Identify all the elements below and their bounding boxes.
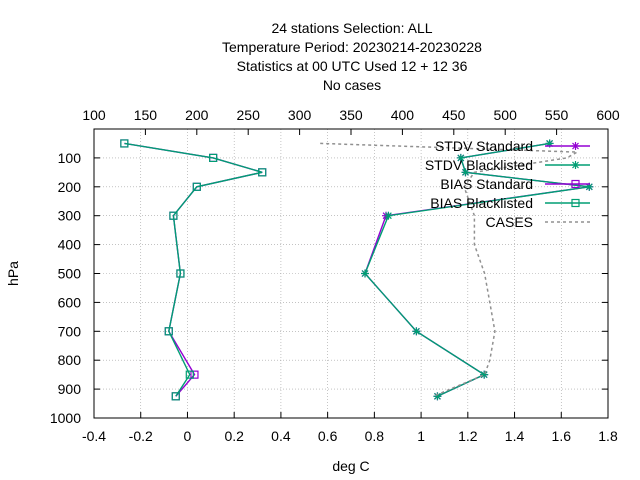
- y-tick-label: 1000: [50, 410, 81, 426]
- star-stroke: [384, 212, 392, 220]
- series-cases: [320, 142, 580, 397]
- y-tick-label: 200: [58, 179, 82, 195]
- y-tick-label: 800: [58, 352, 82, 368]
- title-line: Temperature Period: 20230214-20230228: [222, 39, 482, 55]
- star-stroke: [572, 142, 579, 150]
- data-point-square: [185, 370, 194, 379]
- legend-label: CASES: [486, 214, 533, 230]
- y-axis: 100 200 300 400 500 600 700 800 900 1000: [50, 150, 608, 426]
- x-tick-label: 0.8: [365, 428, 385, 444]
- data-point-star: [571, 161, 580, 169]
- data-point-square: [209, 153, 218, 162]
- data-point-square: [176, 269, 185, 278]
- data-point-square: [190, 370, 199, 379]
- x-axis-top: 100 150 200 250 300 350 400 450 500 550 600: [82, 107, 620, 135]
- data-point-star: [384, 211, 393, 220]
- star-stroke: [361, 270, 369, 277]
- series-bias-standard: [120, 139, 267, 401]
- data-point-star: [361, 269, 370, 278]
- x-tick-label: 0.6: [318, 428, 338, 444]
- x-tick-label: 1.4: [505, 428, 525, 444]
- data-point-square: [169, 211, 178, 220]
- chart-title: 24 stations Selection: ALL Temperature Pe…: [222, 20, 482, 93]
- data-point-star: [412, 327, 421, 336]
- series-stdv-blacklisted: [361, 139, 594, 401]
- legend-entry: STDV Blacklisted: [425, 157, 590, 173]
- data-point-square: [571, 179, 580, 189]
- legend-label: STDV Standard: [435, 138, 533, 154]
- x2-tick-label: 600: [596, 107, 620, 123]
- data-point-square: [164, 327, 173, 336]
- x2-tick-label: 500: [494, 107, 518, 123]
- series-bias-blacklisted: [120, 139, 267, 401]
- x2-tick-label: 150: [134, 107, 158, 123]
- x-tick-label: 0.4: [271, 428, 291, 444]
- y-tick-label: 500: [58, 266, 82, 282]
- star-stroke: [434, 392, 441, 400]
- y-tick-label: 700: [58, 323, 82, 339]
- title-line: No cases: [323, 77, 381, 93]
- x2-tick-label: 100: [82, 107, 106, 123]
- series-line: [124, 142, 263, 397]
- legend-entry: STDV Standard: [435, 138, 590, 154]
- data-point-square: [171, 392, 180, 401]
- series-line: [124, 142, 263, 397]
- legend-label: BIAS Standard: [440, 176, 533, 192]
- legend-entry: BIAS Blacklisted: [430, 195, 590, 211]
- data-point-star: [461, 168, 470, 177]
- y-tick-label: 400: [58, 237, 82, 253]
- x-tick-label: 1.2: [458, 428, 478, 444]
- data-point-square: [571, 198, 580, 208]
- title-line: Statistics at 00 UTC Used 12 + 12 36: [237, 58, 468, 74]
- y-tick-label: 300: [58, 208, 82, 224]
- x2-tick-label: 450: [442, 107, 466, 123]
- x-tick-label: -0.2: [129, 428, 153, 444]
- legend-label: BIAS Blacklisted: [430, 195, 533, 211]
- data-point-star: [456, 153, 465, 162]
- x2-tick-label: 350: [339, 107, 363, 123]
- x-tick-label: 0: [184, 428, 192, 444]
- x2-tick-label: 550: [545, 107, 569, 123]
- x-tick-label: 1.6: [552, 428, 572, 444]
- x-tick-label: 0.2: [224, 428, 244, 444]
- series: [120, 139, 594, 401]
- star-stroke: [462, 168, 469, 176]
- legend-label: STDV Blacklisted: [425, 157, 533, 173]
- star-stroke: [572, 161, 579, 169]
- star-stroke: [585, 183, 593, 191]
- title-line: 24 stations Selection: ALL: [271, 20, 432, 36]
- x2-tick-label: 200: [185, 107, 209, 123]
- x-tick-label: -0.4: [82, 428, 106, 444]
- y-tick-label: 100: [58, 150, 82, 166]
- y-tick-label: 600: [58, 294, 82, 310]
- data-point-square: [192, 182, 201, 191]
- legend-entry: BIAS Standard: [440, 176, 590, 192]
- series-line: [320, 142, 580, 397]
- data-point-star: [480, 370, 489, 379]
- x-axis-label: deg C: [332, 458, 369, 474]
- data-point-star: [571, 142, 580, 150]
- legend: STDV Standard STDV Blacklisted BIAS Standa…: [425, 138, 590, 230]
- x-axis-bottom: -0.4 -0.2 0 0.2 0.4 0.6 0.8 1 1.2 1.4 1.6 1.8: [82, 412, 618, 444]
- data-point-star: [433, 392, 442, 401]
- star-stroke: [480, 371, 488, 379]
- y-axis-label: hPa: [5, 261, 21, 286]
- x2-tick-label: 300: [288, 107, 312, 123]
- x2-tick-label: 250: [237, 107, 261, 123]
- x2-tick-label: 400: [391, 107, 415, 123]
- star-stroke: [412, 327, 420, 335]
- data-point-square: [258, 168, 267, 177]
- star-stroke: [457, 154, 465, 162]
- legend-entry: CASES: [486, 214, 590, 230]
- x-tick-label: 1.8: [598, 428, 618, 444]
- y-tick-label: 900: [58, 381, 82, 397]
- x-tick-label: 1: [417, 428, 425, 444]
- data-point-square: [120, 139, 129, 148]
